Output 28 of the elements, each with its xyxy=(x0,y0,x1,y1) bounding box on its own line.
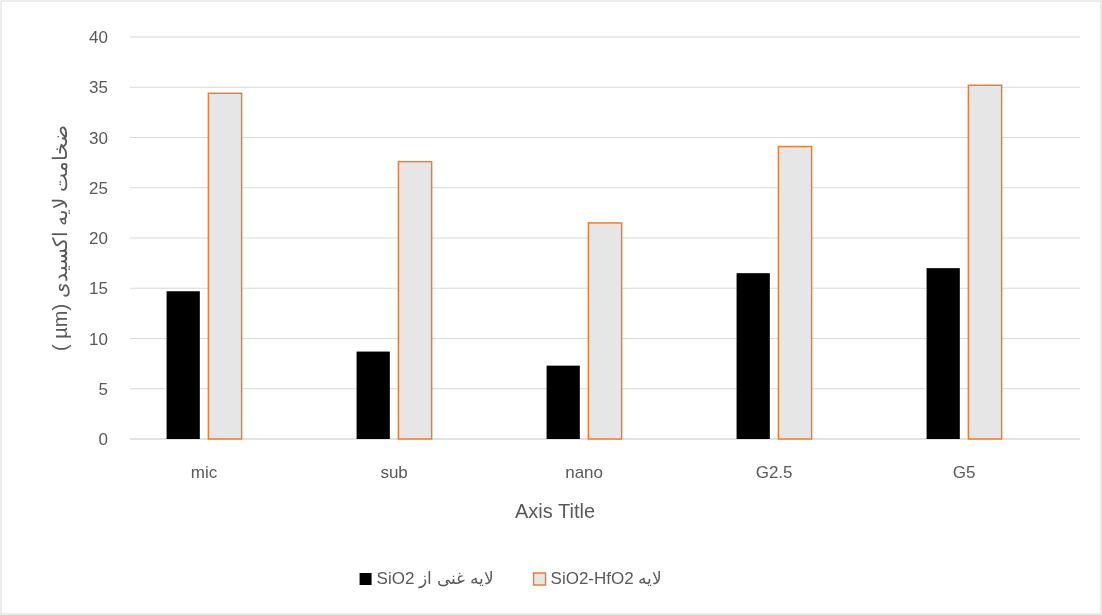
y-tick-label: 35 xyxy=(89,78,108,98)
y-tick-label: 30 xyxy=(89,128,108,148)
y-tick-label: 40 xyxy=(89,28,108,47)
y-tick-label: 10 xyxy=(89,329,108,349)
legend-label: لایه SiO2-HfO2 xyxy=(550,569,663,588)
legend-label: لایه غنی از SiO2 xyxy=(376,569,494,589)
bar xyxy=(587,222,623,440)
x-tick-label: nano xyxy=(565,463,604,482)
y-tick-label: 5 xyxy=(98,379,108,399)
x-axis-title: Axis Title xyxy=(514,500,596,522)
y-axis-title: ضخامت لایه اکسیدی (µm ) xyxy=(49,125,71,351)
bar xyxy=(166,291,200,439)
bar xyxy=(926,268,960,439)
bar xyxy=(546,365,580,439)
x-tick-label: sub xyxy=(380,463,408,482)
bar xyxy=(967,84,1003,440)
x-tick-label: G5 xyxy=(952,463,976,482)
x-tick-label: mic xyxy=(190,463,218,482)
bar xyxy=(356,351,390,439)
y-tick-label: 0 xyxy=(98,430,108,449)
bar xyxy=(207,92,243,440)
x-tick-label: G2.5 xyxy=(755,463,793,482)
y-tick-label: 15 xyxy=(89,279,108,299)
bar xyxy=(777,145,813,440)
bar xyxy=(397,160,433,440)
y-tick-label: 20 xyxy=(89,229,108,248)
bar xyxy=(736,273,770,439)
y-tick-label: 25 xyxy=(89,178,108,198)
